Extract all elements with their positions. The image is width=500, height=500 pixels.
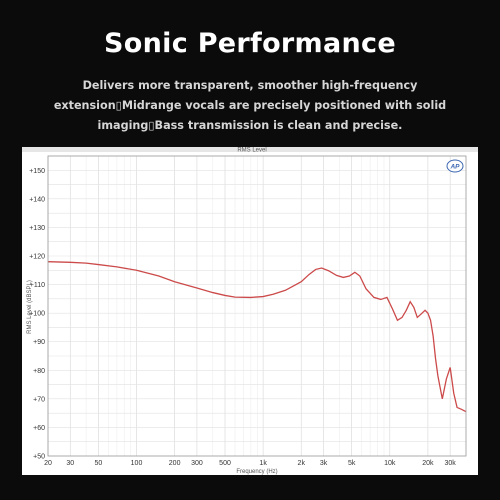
y-tick-label: +100: [29, 311, 45, 318]
y-tick-label: +150: [29, 168, 45, 175]
x-tick-label: 10k: [384, 460, 396, 467]
y-axis-label: RMS Level (dBSPL): [27, 280, 33, 334]
x-tick-label: 200: [169, 460, 181, 467]
x-tick-label: 30: [66, 460, 74, 467]
y-tick-label: +50: [33, 454, 45, 461]
chart-background: [22, 147, 478, 475]
x-tick-label: 1k: [259, 460, 267, 467]
x-tick-label: 100: [131, 460, 143, 467]
y-tick-label: +70: [33, 396, 45, 403]
tick-labels: 20 30 50 100 200 300 500 1k 2k 3k 5k 10k 20k 30k +50 +6…: [29, 168, 456, 467]
y-tick-label: +140: [29, 196, 45, 203]
x-tick-label: 20k: [422, 460, 434, 467]
x-tick-label: 300: [191, 460, 203, 467]
x-tick-label: 2k: [298, 460, 306, 467]
y-tick-label: +60: [33, 425, 45, 432]
x-tick-label: 5k: [348, 460, 356, 467]
page-title: Sonic Performance: [104, 28, 396, 59]
plot-frame: [47, 155, 467, 457]
y-tick-label: +80: [33, 368, 45, 375]
grid-lines: [47, 155, 467, 457]
x-tick-label: 20: [44, 460, 52, 467]
chart-title: RMS Level: [237, 148, 266, 154]
y-tick-label: +110: [30, 282, 45, 289]
frequency-response-chart: 20 30 50 100 200 300 500 1k 2k 3k 5k 10k 20k 30k +50 +6…: [22, 147, 478, 475]
x-tick-label: 30k: [445, 460, 457, 467]
y-tick-label: +130: [29, 225, 45, 232]
ap-logo-text: AP: [449, 164, 460, 171]
x-tick-label: 50: [94, 460, 102, 467]
ap-logo: AP: [446, 159, 464, 173]
x-tick-label: 500: [219, 460, 231, 467]
series-line: [47, 261, 467, 413]
x-axis-label: Frequency (Hz): [236, 469, 277, 475]
chart-top-band: [22, 147, 478, 152]
page-description: Delivers more transparent, smoother high…: [53, 79, 447, 132]
chart-panel: 20 30 50 100 200 300 500 1k 2k 3k 5k 10k 20k 30k +50 +6…: [22, 147, 478, 475]
y-tick-label: +120: [29, 254, 45, 261]
y-tick-label: +90: [33, 339, 45, 346]
x-tick-label: 3k: [320, 460, 328, 467]
